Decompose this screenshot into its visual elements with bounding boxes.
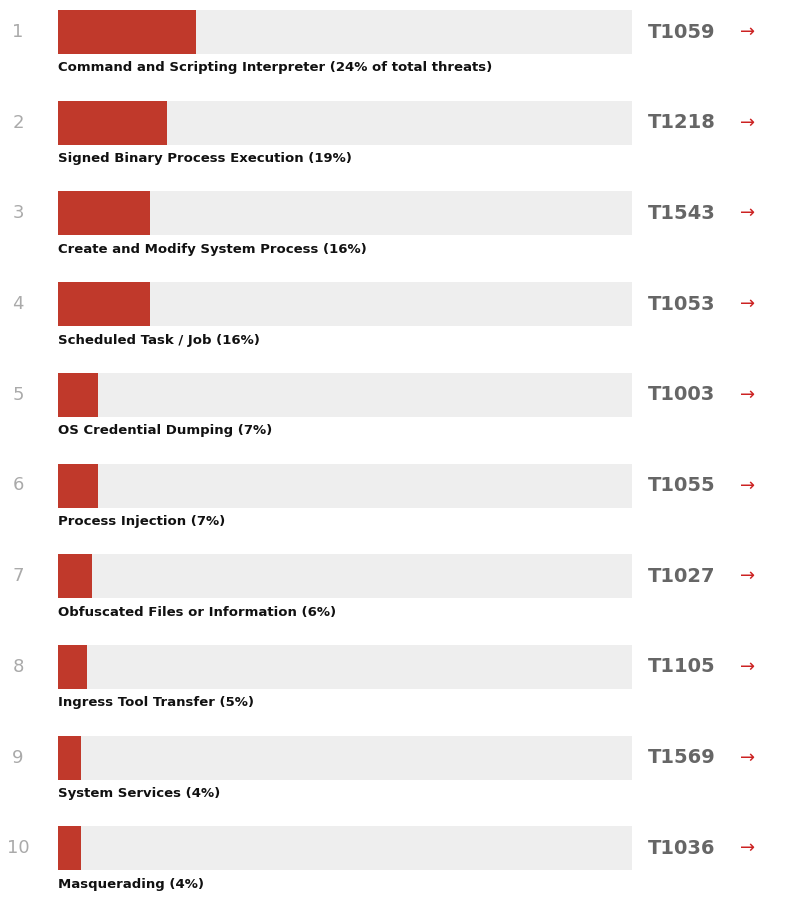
Text: Ingress Tool Transfer (5%): Ingress Tool Transfer (5%) (58, 697, 254, 709)
Text: →: → (740, 839, 755, 857)
Text: T1543: T1543 (648, 204, 716, 223)
Text: 10: 10 (7, 839, 29, 857)
Text: T1053: T1053 (648, 295, 715, 314)
Text: Obfuscated Files or Information (6%): Obfuscated Files or Information (6%) (58, 606, 336, 619)
Text: →: → (740, 385, 755, 404)
Text: T1036: T1036 (648, 839, 715, 858)
Text: →: → (740, 476, 755, 494)
Text: T1003: T1003 (648, 385, 715, 405)
Text: →: → (740, 23, 755, 41)
Text: →: → (740, 295, 755, 313)
Text: T1027: T1027 (648, 567, 715, 586)
Text: →: → (740, 567, 755, 585)
Text: System Services (4%): System Services (4%) (58, 787, 220, 800)
Text: T1055: T1055 (648, 476, 715, 495)
Text: →: → (740, 204, 755, 222)
Text: →: → (740, 658, 755, 676)
Text: OS Credential Dumping (7%): OS Credential Dumping (7%) (58, 424, 272, 437)
Text: Command and Scripting Interpreter (24% of total threats): Command and Scripting Interpreter (24% o… (58, 62, 492, 74)
Text: 3: 3 (13, 204, 24, 222)
Text: 2: 2 (13, 113, 24, 132)
Text: Masquerading (4%): Masquerading (4%) (58, 878, 204, 891)
Text: Process Injection (7%): Process Injection (7%) (58, 515, 226, 528)
Text: 4: 4 (13, 295, 24, 313)
Text: 5: 5 (13, 385, 24, 404)
Text: 7: 7 (13, 567, 24, 585)
Text: →: → (740, 748, 755, 766)
Text: Create and Modify System Process (16%): Create and Modify System Process (16%) (58, 243, 367, 256)
Text: T1218: T1218 (648, 113, 716, 132)
Text: T1105: T1105 (648, 658, 715, 677)
Text: 6: 6 (13, 476, 24, 494)
Text: 9: 9 (13, 748, 24, 766)
Text: →: → (740, 113, 755, 132)
Text: Scheduled Task / Job (16%): Scheduled Task / Job (16%) (58, 334, 260, 346)
Text: 1: 1 (13, 23, 24, 41)
Text: T1059: T1059 (648, 23, 715, 42)
Text: Signed Binary Process Execution (19%): Signed Binary Process Execution (19%) (58, 152, 352, 165)
Text: T1569: T1569 (648, 748, 716, 767)
Text: 8: 8 (13, 658, 24, 676)
